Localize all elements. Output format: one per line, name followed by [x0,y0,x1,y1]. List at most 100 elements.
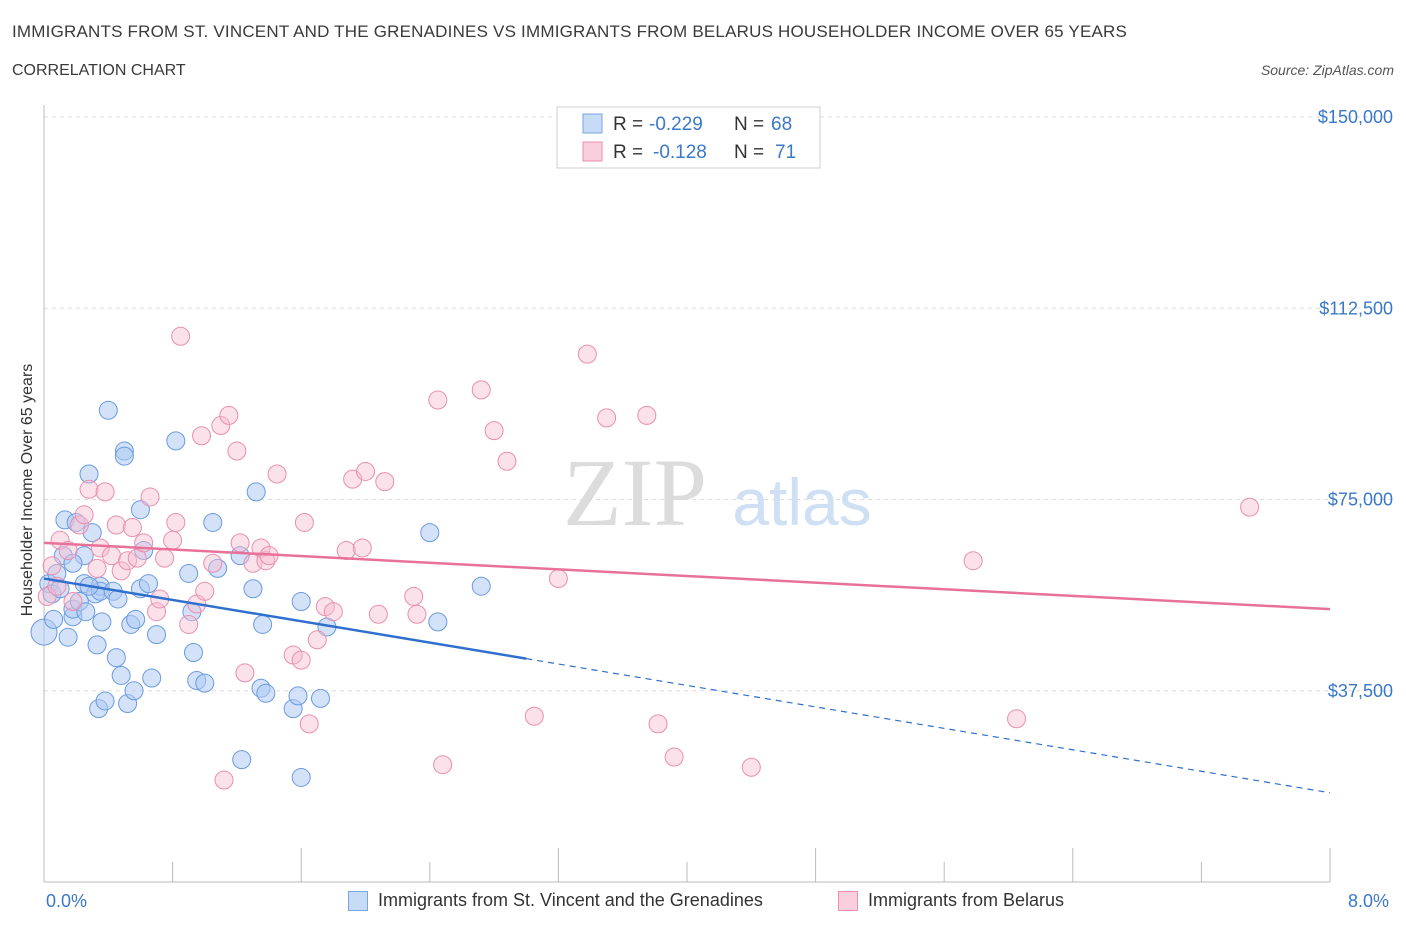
watermark: ZIP atlas [563,439,872,546]
y-tick-label: $37,500 [1328,681,1393,701]
point-belarus [63,592,83,611]
y-tick-labels: $37,500 $75,000 $112,500 $150,000 [1318,107,1393,701]
legend-n-value-blue: 68 [771,114,792,135]
point-vincent [310,688,330,708]
watermark-atlas: atlas [732,465,871,539]
point-belarus [102,546,122,566]
point-belarus [548,569,568,589]
point-belarus [524,706,544,726]
legend-item-belarus: Immigrants from Belarus [838,890,1064,911]
point-belarus [79,479,99,499]
point-vincent [243,579,263,599]
point-vincent [130,500,150,520]
point-vincent [232,750,252,770]
point-belarus [356,461,375,481]
point-vincent [291,767,311,787]
series-belarus-points [37,326,1260,790]
point-vincent [142,668,162,688]
y-tick-label: $112,500 [1319,298,1393,318]
legend-swatch-belarus [838,890,858,911]
point-belarus [1007,709,1027,729]
legend-label-vincent: Immigrants from St. Vincent and the Gren… [378,890,763,910]
point-belarus [111,561,131,581]
x-tick-label-min: 0.0% [46,891,88,911]
point-belarus [95,482,115,502]
point-belarus [597,408,617,428]
source-note: Source: ZipAtlas.com [1260,62,1394,78]
point-belarus [664,747,684,767]
point-belarus [69,515,89,535]
legend-swatch-blue [582,113,603,134]
point-vincent [95,691,115,711]
point-belarus [963,551,983,571]
y-tick-label: $75,000 [1328,490,1393,510]
point-belarus [37,586,57,606]
trend-line-vincent [43,577,527,660]
point-belarus [336,541,356,560]
point-vincent [63,553,83,573]
point-belarus [484,421,504,441]
legend-swatch-pink [582,141,603,162]
correlation-legend: R = -0.229 N = 68 R = -0.128 N = 71 [556,106,821,169]
point-belarus [42,556,62,576]
y-tick-label: $150,000 [1318,107,1393,127]
point-vincent [111,665,131,685]
point-vincent [183,643,203,662]
point-vincent [246,482,266,502]
point-belarus [648,714,668,734]
point-vincent [471,576,491,596]
point-belarus [235,663,255,683]
point-vincent [114,446,134,466]
point-belarus [155,548,175,568]
point-belarus [147,602,167,622]
legend-n-value-pink: 71 [775,142,796,163]
point-belarus [368,604,388,624]
point-vincent [138,574,158,594]
legend-r-label-blue: R = [613,114,643,135]
point-vincent [195,673,215,693]
trend-line-belarus [43,541,1331,611]
point-belarus [195,581,215,601]
point-belarus [192,426,212,446]
legend-r-label-pink: R = [613,142,643,163]
point-belarus [307,630,327,650]
point-vincent [92,612,112,632]
point-vincent [134,541,154,560]
point-belarus [90,538,110,558]
point-vincent [291,592,311,611]
legend-r-value-pink: -0.128 [653,142,707,163]
point-vincent [256,683,276,703]
x-tick-label-max: 8.0% [1348,891,1390,911]
point-belarus [106,515,126,535]
point-belarus [428,390,448,410]
point-vincent [203,512,223,532]
legend-item-vincent: Immigrants from St. Vincent and the Gren… [348,890,763,911]
point-belarus [1240,497,1260,517]
point-belarus [433,755,453,775]
point-vincent [126,609,146,629]
point-belarus [291,650,311,670]
point-belarus [299,714,319,734]
point-belarus [352,538,372,558]
point-belarus [163,530,183,550]
point-belarus [58,541,78,560]
point-vincent [420,523,440,543]
legend-n-label-pink: N = [734,142,764,163]
point-vincent [253,614,273,634]
point-vincent [179,563,199,583]
point-vincent [58,627,78,647]
point-belarus [294,512,314,532]
point-belarus [171,326,191,346]
point-vincent [66,512,86,532]
watermark-zip: ZIP [563,439,707,546]
point-belarus [375,472,395,492]
point-belarus [227,441,247,461]
chart-subtitle: CORRELATION CHART [12,62,186,79]
point-belarus [179,614,199,634]
point-belarus [251,538,271,558]
legend-r-value-blue: -0.229 [649,114,703,135]
point-belarus [203,553,223,573]
point-belarus [323,602,343,622]
point-vincent [428,612,448,632]
legend-n-label-blue: N = [734,114,764,135]
